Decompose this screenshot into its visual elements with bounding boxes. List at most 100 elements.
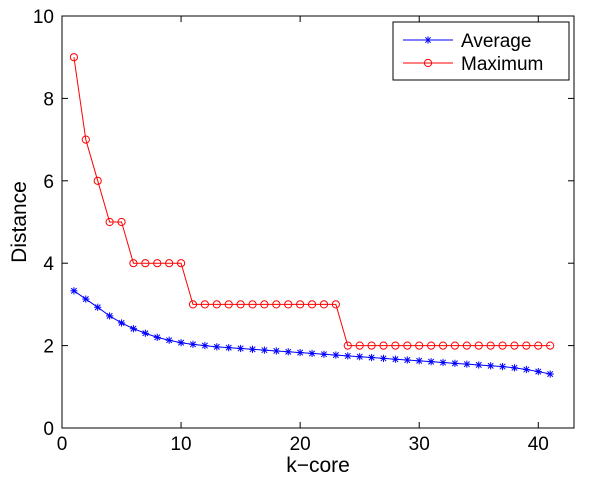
- data-point-average: [237, 344, 245, 353]
- y-tick-label: 4: [43, 254, 54, 275]
- data-point-maximum: [272, 300, 281, 309]
- data-point-maximum: [141, 259, 150, 268]
- x-tick-label: 20: [290, 434, 311, 455]
- data-point-average: [332, 351, 340, 359]
- axes-frame: [61, 15, 575, 429]
- data-point-maximum: [212, 300, 221, 309]
- data-point-maximum: [129, 259, 138, 268]
- data-point-average: [439, 358, 447, 367]
- data-point-average: [522, 365, 530, 374]
- x-tick-label: 0: [57, 434, 68, 455]
- data-point-maximum: [546, 341, 555, 350]
- data-point-average: [272, 347, 280, 355]
- data-point-maximum: [69, 53, 79, 62]
- data-point-average: [475, 361, 483, 369]
- y-tick-label: 6: [43, 172, 54, 193]
- chart-marks: [69, 53, 555, 378]
- data-point-maximum: [117, 217, 126, 227]
- data-point-average: [141, 329, 149, 337]
- data-point-average: [487, 362, 495, 370]
- data-point-maximum: [319, 300, 329, 309]
- data-point-average: [70, 287, 78, 295]
- data-point-maximum: [93, 176, 102, 185]
- data-point-maximum: [355, 341, 364, 350]
- data-point-average: [94, 303, 102, 311]
- data-point-average: [320, 350, 328, 358]
- y-tick-label: 10: [33, 7, 54, 28]
- y-tick-label: 0: [43, 419, 54, 440]
- data-point-average: [248, 345, 257, 353]
- data-point-average: [356, 353, 364, 361]
- data-point-maximum: [534, 341, 543, 350]
- data-point-average: [117, 319, 126, 327]
- data-point-maximum: [248, 300, 257, 309]
- data-point-average: [296, 349, 304, 357]
- data-point-average: [367, 353, 376, 362]
- data-point-maximum: [391, 341, 400, 350]
- data-point-maximum: [462, 341, 471, 350]
- data-point-average: [106, 312, 114, 320]
- data-point-maximum: [474, 341, 483, 350]
- data-point-average: [82, 295, 90, 303]
- data-point-average: [379, 354, 388, 362]
- data-point-average: [129, 325, 138, 333]
- data-point-maximum: [176, 259, 186, 268]
- data-point-average: [534, 367, 542, 376]
- plot-background: [62, 16, 574, 428]
- data-point-average: [415, 357, 423, 365]
- data-point-maximum: [284, 300, 293, 309]
- data-point-maximum: [450, 341, 460, 350]
- data-point-maximum: [403, 341, 412, 350]
- data-point-maximum: [331, 300, 340, 309]
- data-point-average: [225, 344, 233, 352]
- x-tick-label: 40: [528, 434, 549, 455]
- data-point-maximum: [307, 300, 317, 309]
- data-point-maximum: [153, 259, 162, 268]
- data-point-maximum: [486, 341, 495, 350]
- data-point-average: [427, 358, 435, 366]
- axes: 0 10 20 30 40 0 2 4 6 8 10: [33, 7, 575, 455]
- data-point-maximum: [415, 341, 424, 350]
- y-tick-label: 2: [43, 337, 54, 358]
- data-point-maximum: [165, 259, 174, 268]
- data-point-maximum: [498, 341, 507, 350]
- data-point-average: [498, 363, 507, 371]
- data-point-average: [463, 360, 471, 368]
- data-point-average: [308, 349, 316, 358]
- data-point-maximum: [522, 341, 531, 350]
- data-point-maximum: [105, 217, 114, 227]
- data-point-maximum: [367, 341, 376, 350]
- y-tick-label: 8: [43, 89, 54, 110]
- data-point-maximum: [438, 341, 448, 350]
- data-point-maximum: [343, 341, 352, 350]
- data-point-maximum: [296, 300, 305, 309]
- data-point-maximum: [427, 341, 436, 350]
- data-point-average: [153, 333, 161, 341]
- legend-marker-maximum: [423, 58, 433, 68]
- x-tick-label: 10: [170, 434, 191, 455]
- legend-box: [392, 21, 570, 81]
- data-point-average: [451, 359, 459, 367]
- data-point-average: [284, 348, 292, 356]
- y-axis-title: Distance: [8, 181, 31, 263]
- data-point-maximum: [236, 300, 245, 309]
- data-point-maximum: [81, 135, 90, 144]
- data-point-average: [201, 342, 209, 350]
- data-point-maximum: [260, 300, 269, 309]
- data-point-maximum: [224, 300, 233, 309]
- data-point-average: [189, 340, 197, 348]
- data-point-average: [344, 352, 352, 360]
- data-point-maximum: [379, 341, 388, 350]
- data-point-average: [391, 355, 399, 363]
- x-axis-title: k−core: [286, 454, 350, 477]
- data-point-average: [510, 364, 519, 372]
- legend-marker-average: [424, 36, 432, 44]
- legend-label-average: Average: [461, 31, 531, 52]
- data-point-average: [260, 346, 269, 354]
- legend-label-maximum: Maximum: [461, 54, 543, 75]
- data-point-average: [403, 356, 411, 364]
- data-point-average: [165, 336, 173, 344]
- data-point-maximum: [510, 341, 519, 350]
